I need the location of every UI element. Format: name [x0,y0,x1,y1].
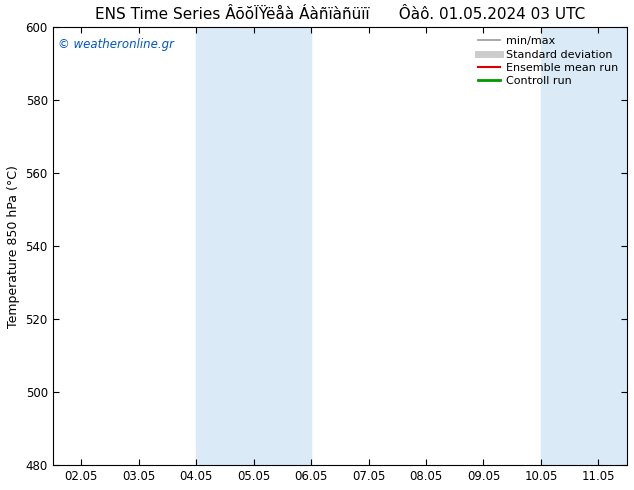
Y-axis label: Temperature 850 hPa (°C): Temperature 850 hPa (°C) [7,165,20,328]
Bar [541,27,634,465]
Title: ENS Time Series ÂõŏÏŸëåà Áàñïàñüïï      Ôàô. 01.05.2024 03 UTC: ENS Time Series ÂõŏÏŸëåà Áàñïàñüïï Ôàô. … [94,7,585,22]
Legend: min/max, Standard deviation, Ensemble mean run, Controll run: min/max, Standard deviation, Ensemble me… [474,32,623,91]
Bar [196,27,311,465]
Text: © weatheronline.gr: © weatheronline.gr [58,38,174,51]
